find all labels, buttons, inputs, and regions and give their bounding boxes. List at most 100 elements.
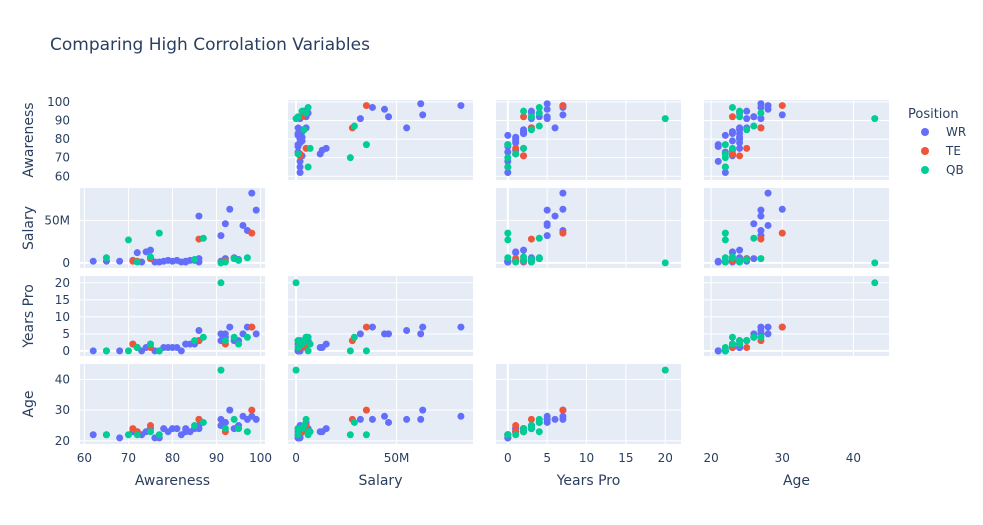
data-point-qb (304, 347, 312, 355)
data-point-qb (750, 122, 758, 130)
y-tick-label: 50M (44, 213, 70, 227)
panel-background (288, 276, 473, 356)
data-point-te (743, 343, 751, 351)
data-point-wr (294, 129, 302, 137)
data-point-qb (217, 279, 225, 287)
data-point-wr (182, 428, 190, 436)
data-point-wr (417, 415, 425, 423)
data-point-qb (199, 234, 207, 242)
data-point-qb (294, 150, 302, 158)
data-point-qb (661, 115, 669, 123)
legend-item-wr[interactable]: WR (921, 125, 966, 139)
y-tick-label: 10 (55, 310, 70, 324)
data-point-qb (535, 109, 543, 117)
data-point-wr (778, 111, 786, 119)
data-point-qb (102, 254, 110, 262)
data-point-wr (294, 124, 302, 132)
data-point-qb (736, 107, 744, 115)
y-tick-label: 20 (55, 434, 70, 448)
y-tick-label: 30 (55, 403, 70, 417)
data-point-qb (512, 431, 520, 439)
data-point-wr (146, 246, 154, 254)
x-tick-label: 0 (292, 451, 300, 465)
data-point-wr (543, 232, 551, 240)
data-point-wr (520, 129, 528, 137)
data-point-wr (322, 340, 330, 348)
data-point-wr (736, 246, 744, 254)
data-point-qb (535, 103, 543, 111)
data-point-qb (871, 279, 879, 287)
data-point-wr (173, 425, 181, 433)
data-point-wr (559, 412, 567, 420)
data-point-qb (294, 431, 302, 439)
data-point-wr (551, 124, 559, 132)
data-point-qb (346, 431, 354, 439)
data-point-wr (221, 330, 229, 338)
data-point-qb (350, 122, 358, 130)
data-point-wr (419, 323, 427, 331)
data-point-wr (385, 418, 393, 426)
data-point-te (559, 406, 567, 414)
data-point-te (248, 323, 256, 331)
data-point-wr (177, 347, 185, 355)
data-point-te (778, 102, 786, 110)
data-point-qb (191, 337, 199, 345)
data-point-wr (296, 163, 304, 171)
panel-background (496, 100, 681, 180)
panel-years-pro-vs-salary (288, 276, 473, 356)
data-point-qb (728, 340, 736, 348)
data-point-wr (736, 144, 744, 152)
y-tick-label: 100 (47, 95, 70, 109)
data-point-wr (296, 157, 304, 165)
data-point-qb (736, 256, 744, 264)
data-point-te (728, 150, 736, 158)
data-point-wr (116, 347, 124, 355)
data-point-qb (520, 256, 528, 264)
y-axis-title: Awareness (21, 102, 37, 177)
data-point-qb (304, 428, 312, 436)
data-point-wr (89, 347, 97, 355)
y-axis-title: Years Pro (21, 284, 37, 349)
data-point-qb (661, 259, 669, 267)
panel-awareness-vs-age (704, 100, 889, 180)
data-point-wr (221, 220, 229, 228)
panel-age-vs-awareness (80, 364, 265, 444)
data-point-wr (714, 258, 722, 266)
y-tick-label: 20 (55, 276, 70, 290)
data-point-wr (743, 107, 751, 115)
data-point-wr (226, 205, 234, 213)
x-tick-label: 90 (209, 451, 224, 465)
data-point-wr (721, 131, 729, 139)
x-tick-label: 0 (504, 451, 512, 465)
data-point-wr (543, 100, 551, 108)
data-point-wr (559, 189, 567, 197)
data-point-qb (721, 347, 729, 355)
data-point-qb (728, 103, 736, 111)
data-point-qb (362, 141, 370, 149)
data-point-wr (750, 113, 758, 121)
y-tick-label: 0 (62, 344, 70, 358)
data-point-qb (512, 150, 520, 158)
data-point-wr (322, 144, 330, 152)
x-axis-title: Salary (359, 473, 403, 489)
data-point-wr (757, 323, 765, 331)
data-point-wr (252, 206, 260, 214)
data-point-qb (230, 333, 238, 341)
data-point-qb (235, 256, 243, 264)
data-point-wr (457, 102, 465, 110)
x-tick-label: 60 (77, 451, 92, 465)
data-point-wr (419, 406, 427, 414)
legend-item-qb[interactable]: QB (921, 163, 964, 177)
panel-background (288, 100, 473, 180)
panel-awareness-vs-years-pro (496, 100, 681, 180)
legend-item-te[interactable]: TE (921, 144, 961, 158)
data-point-qb (191, 255, 199, 263)
data-point-qb (871, 259, 879, 267)
data-point-qb (728, 144, 736, 152)
data-point-qb (527, 113, 535, 121)
data-point-wr (89, 431, 97, 439)
data-point-wr (252, 415, 260, 423)
legend: Position WR TE QB (908, 107, 966, 177)
data-point-wr (551, 415, 559, 423)
data-point-qb (300, 126, 308, 134)
